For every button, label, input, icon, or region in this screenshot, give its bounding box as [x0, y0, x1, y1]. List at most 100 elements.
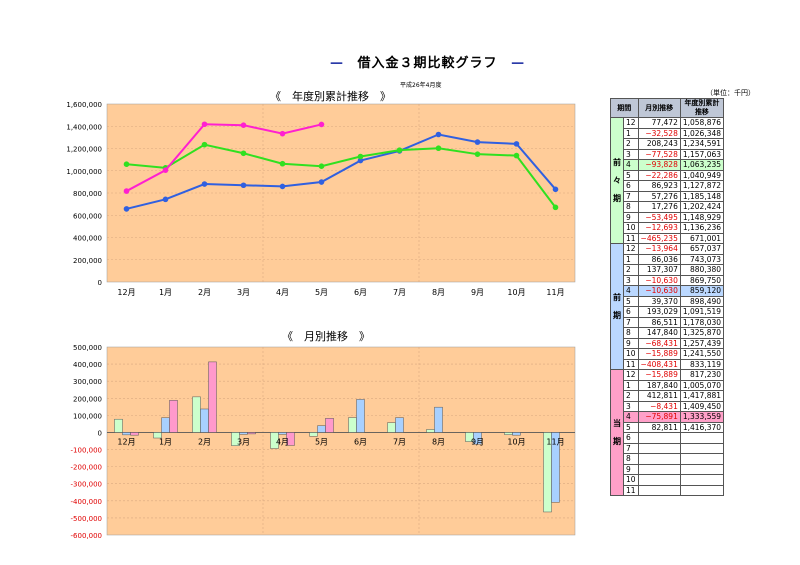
x-tick-label: 1月 — [159, 288, 172, 297]
cumulative-cell — [679, 453, 725, 465]
y-tick-label: 500,000 — [73, 344, 102, 352]
month-cell: 5 — [623, 295, 639, 307]
bar — [317, 425, 326, 433]
y-tick-label: -100,000 — [71, 447, 102, 455]
monthly-cell: −408,431 — [637, 358, 681, 370]
cumulative-cell: 833,119 — [679, 358, 725, 370]
data-point — [240, 182, 247, 189]
table-row: 6 86,923 1,127,872 — [611, 180, 725, 192]
bar — [286, 432, 295, 446]
y-tick-label: 1,200,000 — [66, 146, 102, 154]
bar — [122, 432, 131, 436]
y-tick-label: 0 — [98, 279, 102, 287]
month-cell: 12 — [623, 369, 639, 381]
month-cell: 11 — [623, 358, 639, 370]
month-cell: 2 — [623, 390, 639, 402]
bar — [473, 432, 482, 445]
bar — [426, 429, 435, 433]
data-point — [357, 153, 364, 160]
table-row: 2 137,307 880,380 — [611, 264, 725, 276]
month-cell: 6 — [623, 306, 639, 318]
x-tick-label: 6月 — [354, 288, 367, 297]
table-row: 7 — [611, 442, 725, 454]
monthly-cell: −15,889 — [637, 348, 681, 360]
table-row: 10 — [611, 474, 725, 486]
y-tick-label: 400,000 — [73, 361, 102, 369]
month-cell: 1 — [623, 253, 639, 265]
bar — [200, 408, 209, 433]
series-line — [126, 133, 557, 210]
bar — [356, 399, 365, 433]
x-tick-label: 7月 — [393, 437, 406, 446]
monthly-cell: 137,307 — [637, 264, 681, 276]
month-cell: 8 — [623, 327, 639, 339]
monthly-cell: 187,840 — [637, 379, 681, 391]
monthly-cell — [637, 453, 681, 465]
month-cell: 4 — [623, 411, 639, 423]
table-row: 8 — [611, 453, 725, 465]
bar — [169, 400, 178, 433]
data-point — [318, 121, 325, 128]
table-row: 9 −68,431 1,257,439 — [611, 337, 725, 349]
data-point — [318, 163, 325, 169]
table-row: 3 −8,431 1,409,450 — [611, 400, 725, 412]
table-row: 2 412,811 1,417,881 — [611, 390, 725, 402]
data-point — [552, 204, 559, 211]
month-cell: 10 — [623, 474, 639, 486]
table-row: 5 39,370 898,490 — [611, 295, 725, 307]
month-cell: 2 — [623, 264, 639, 276]
table-row: 9 — [611, 463, 725, 475]
plot-area — [106, 346, 576, 536]
bar — [551, 432, 560, 503]
monthly-bar-chart: -600,000 -500,000 -400,000 -300,000 -200,000… — [71, 344, 576, 540]
y-tick-label: 600,000 — [73, 212, 102, 220]
header-cumulative: 年度別累計推移 — [679, 98, 725, 118]
cumulative-cell: 1,185,148 — [679, 190, 725, 202]
x-tick-label: 3月 — [237, 288, 250, 297]
bar — [309, 432, 318, 437]
table-row: 11 −408,431 833,119 — [611, 358, 725, 370]
cumulative-cell: 1,409,450 — [679, 400, 725, 412]
bar — [130, 432, 139, 436]
cumulative-cell: 880,380 — [679, 264, 725, 276]
data-point — [435, 145, 442, 152]
cumulative-cell: 1,178,030 — [679, 316, 725, 328]
report-date: 平成26年4月度 — [400, 82, 442, 89]
data-point — [123, 188, 130, 194]
monthly-cell: −93,828 — [637, 159, 681, 171]
y-tick-label: -200,000 — [71, 464, 102, 472]
cumulative-cell: 898,490 — [679, 295, 725, 307]
x-tick-label: 8月 — [432, 437, 445, 446]
table-row: 前期 12 −13,964 657,037 — [610, 243, 725, 370]
cumulative-cell: 657,037 — [679, 243, 725, 255]
cumulative-cell: 1,040,949 — [679, 169, 725, 181]
header-monthly: 月別推移 — [637, 98, 681, 118]
cumulative-cell: 1,333,559 — [679, 411, 725, 423]
series-line — [126, 143, 557, 208]
y-tick-label: -400,000 — [71, 498, 102, 506]
monthly-cell: 57,276 — [637, 190, 681, 202]
bar — [395, 417, 404, 433]
table-row: 前々期 12 77,472 1,058,876 — [610, 117, 725, 244]
month-cell: 9 — [623, 211, 639, 223]
cumulative-cell: 1,416,370 — [679, 421, 725, 433]
bar-chart-title: 《 月別推移 》 — [282, 330, 370, 343]
data-point — [279, 130, 286, 137]
y-tick-label: -500,000 — [71, 515, 102, 523]
data-table: 期間 月別推移 年度別累計推移 前々期 12 77,472 1,058,876 1 −32… — [610, 98, 725, 496]
table-row: 1 187,840 1,005,070 — [611, 379, 725, 391]
table-row: 6 — [611, 432, 725, 444]
monthly-cell — [637, 463, 681, 475]
monthly-cell: 17,276 — [637, 201, 681, 213]
period-label: 当期 — [610, 369, 624, 496]
table-row: 10 −12,693 1,136,236 — [611, 222, 725, 234]
x-tick-label: 1月 — [159, 437, 172, 446]
monthly-cell: −68,431 — [637, 337, 681, 349]
cumulative-cell: 1,127,872 — [679, 180, 725, 192]
bar — [114, 418, 123, 433]
month-cell: 3 — [623, 274, 639, 286]
cumulative-cell — [679, 442, 725, 454]
month-cell: 1 — [623, 379, 639, 391]
data-point — [435, 131, 442, 138]
y-tick-label: 400,000 — [73, 235, 102, 243]
